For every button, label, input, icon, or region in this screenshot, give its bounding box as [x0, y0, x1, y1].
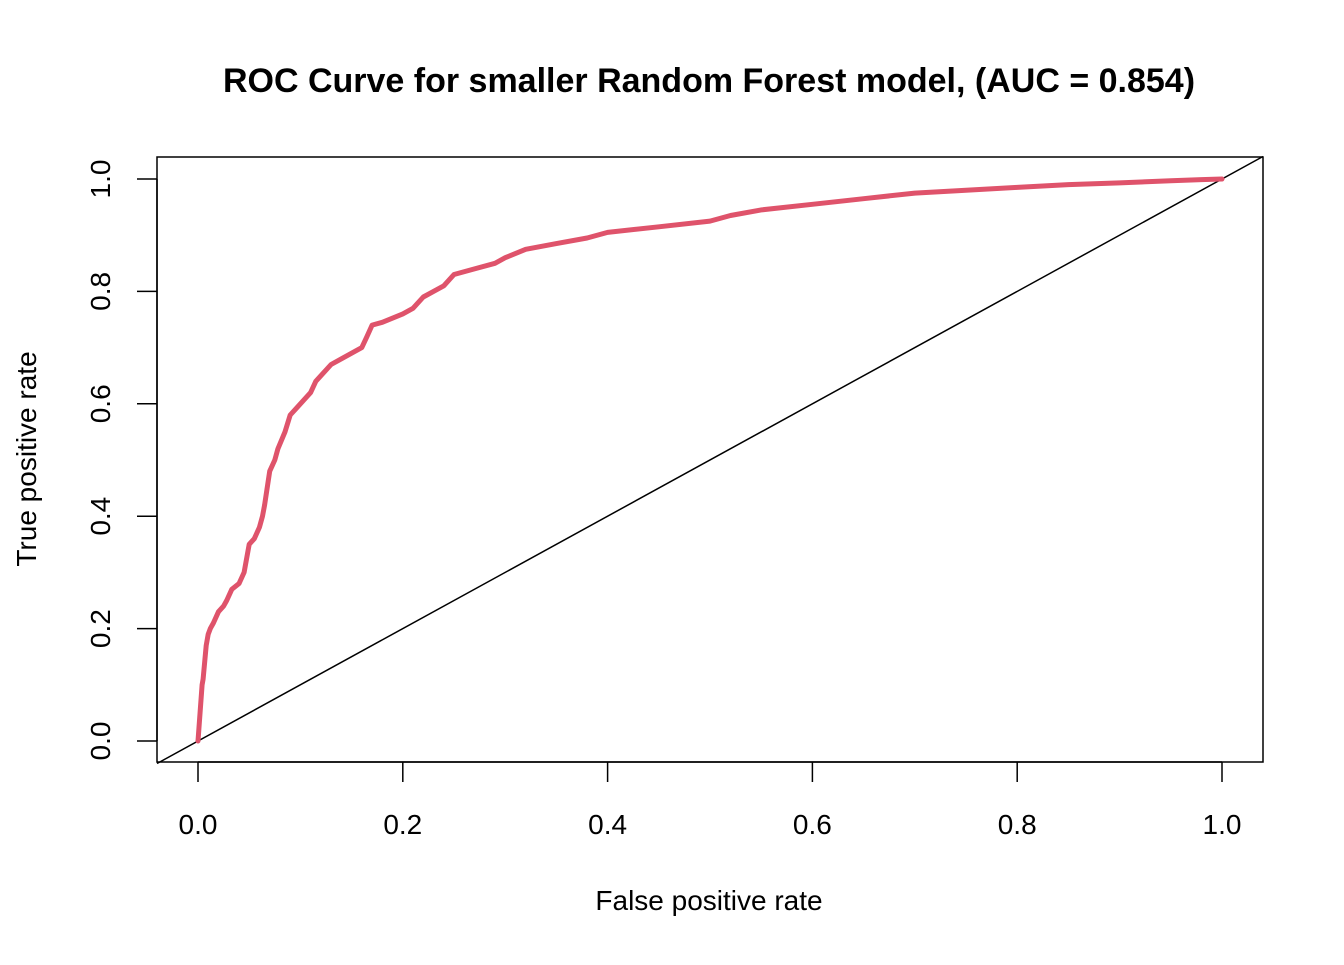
x-tick-label: 1.0 — [1203, 809, 1242, 840]
y-tick-label: 0.6 — [85, 384, 116, 423]
y-axis-label: True positive rate — [11, 351, 42, 566]
y-axis: 0.0 0.2 0.4 0.6 0.8 1.0 — [85, 160, 158, 761]
x-tick-label: 0.2 — [383, 809, 422, 840]
y-tick-label: 0.2 — [85, 609, 116, 648]
y-tick-label: 0.0 — [85, 722, 116, 761]
y-tick-label: 0.4 — [85, 497, 116, 536]
chart-title: ROC Curve for smaller Random Forest mode… — [223, 62, 1195, 100]
x-axis-label: False positive rate — [595, 885, 822, 916]
x-tick-label: 0.0 — [179, 809, 218, 840]
x-tick-label: 0.4 — [588, 809, 627, 840]
roc-curve-line — [195, 176, 1225, 744]
y-tick-label: 1.0 — [85, 160, 116, 199]
diagonal-reference-line — [156, 155, 1264, 765]
x-tick-label: 0.6 — [793, 809, 832, 840]
x-axis: 0.0 0.2 0.4 0.6 0.8 1.0 — [179, 761, 1242, 840]
x-tick-label: 0.8 — [998, 809, 1037, 840]
y-tick-label: 0.8 — [85, 272, 116, 311]
